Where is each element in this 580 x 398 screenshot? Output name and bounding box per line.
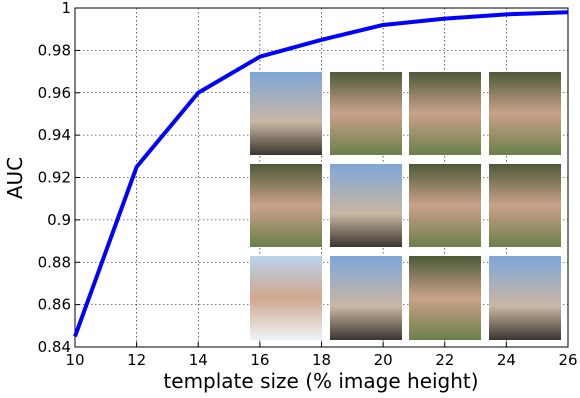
data-line [73, 10, 569, 338]
x-tick-label: 18 [312, 351, 331, 369]
face-image [409, 72, 481, 155]
y-tick-label: 0.88 [38, 253, 71, 271]
face-image [489, 72, 561, 155]
y-tick-label: 0.9 [47, 211, 71, 229]
face-image [250, 72, 322, 155]
y-tick-label: 0.96 [38, 84, 71, 102]
x-tick-label: 22 [435, 351, 454, 369]
x-axis-label: template size (% image height) [163, 369, 478, 393]
x-tick-label: 10 [65, 351, 84, 369]
face-image [250, 164, 322, 247]
x-tick-label: 14 [189, 351, 208, 369]
y-tick-label: 0.98 [38, 41, 71, 59]
x-tick-label: 20 [374, 351, 393, 369]
face-image [330, 164, 402, 247]
face-image [330, 256, 402, 340]
x-tick-label: 12 [127, 351, 146, 369]
y-tick-label: 0.86 [38, 296, 71, 314]
y-tick-label: 0.84 [38, 338, 71, 356]
x-tick-label: 24 [497, 351, 516, 369]
face-image-grid [250, 72, 561, 340]
y-tick-label: 1 [61, 0, 71, 17]
x-tick-label: 26 [558, 351, 577, 369]
y-tick-label: 0.94 [38, 126, 71, 144]
y-axis-label: AUC [3, 157, 27, 199]
face-image [250, 256, 322, 340]
y-tick-label: 0.92 [38, 169, 71, 187]
face-image [330, 72, 402, 155]
face-image [489, 256, 561, 340]
face-image [409, 256, 481, 340]
face-image [489, 164, 561, 247]
face-image [409, 164, 481, 247]
x-tick-label: 16 [250, 351, 269, 369]
